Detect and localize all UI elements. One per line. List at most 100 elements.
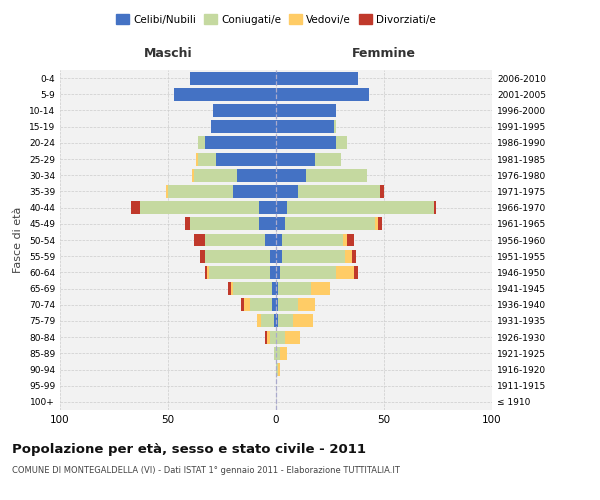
Bar xyxy=(269,266,276,279)
Y-axis label: Fasce di età: Fasce di età xyxy=(13,207,23,273)
Bar xyxy=(276,88,369,101)
Text: COMUNE DI MONTEGALDELLA (VI) - Dati ISTAT 1° gennaio 2011 - Elaborazione TUTTITA: COMUNE DI MONTEGALDELLA (VI) - Dati ISTA… xyxy=(12,466,400,475)
Bar xyxy=(334,120,337,133)
Bar xyxy=(230,282,233,295)
Bar xyxy=(272,298,276,311)
Text: Femmine: Femmine xyxy=(352,48,416,60)
Bar xyxy=(198,152,215,166)
Bar xyxy=(190,72,276,85)
Bar xyxy=(185,218,190,230)
Bar xyxy=(276,72,358,85)
Bar xyxy=(198,136,205,149)
Bar xyxy=(241,298,244,311)
Bar xyxy=(233,282,272,295)
Bar xyxy=(337,136,347,149)
Bar xyxy=(265,234,276,246)
Bar xyxy=(276,282,278,295)
Bar xyxy=(345,250,352,262)
Bar xyxy=(306,169,367,181)
Bar xyxy=(209,266,269,279)
Bar xyxy=(205,250,269,262)
Bar xyxy=(276,136,337,149)
Bar xyxy=(276,169,306,181)
Bar xyxy=(315,152,341,166)
Bar xyxy=(131,201,140,214)
Bar xyxy=(250,298,272,311)
Bar xyxy=(175,88,276,101)
Bar xyxy=(205,234,265,246)
Bar xyxy=(276,347,280,360)
Legend: Celibi/Nubili, Coniugati/e, Vedovi/e, Divorziati/e: Celibi/Nubili, Coniugati/e, Vedovi/e, Di… xyxy=(112,10,440,29)
Bar xyxy=(214,104,276,117)
Bar xyxy=(200,250,205,262)
Bar xyxy=(276,201,287,214)
Bar xyxy=(259,201,276,214)
Bar xyxy=(261,314,274,328)
Bar xyxy=(278,363,280,376)
Text: Popolazione per età, sesso e stato civile - 2011: Popolazione per età, sesso e stato civil… xyxy=(12,442,366,456)
Bar xyxy=(190,218,259,230)
Bar xyxy=(269,250,276,262)
Bar xyxy=(434,201,436,214)
Bar xyxy=(237,169,276,181)
Bar xyxy=(269,330,276,344)
Bar xyxy=(337,266,354,279)
Bar xyxy=(168,185,233,198)
Bar xyxy=(284,330,300,344)
Bar xyxy=(276,234,283,246)
Bar xyxy=(259,218,276,230)
Bar xyxy=(274,314,276,328)
Bar xyxy=(194,234,205,246)
Bar xyxy=(278,314,293,328)
Bar xyxy=(244,298,250,311)
Bar xyxy=(278,298,298,311)
Bar xyxy=(215,152,276,166)
Bar xyxy=(276,185,298,198)
Bar xyxy=(377,218,382,230)
Bar xyxy=(283,250,345,262)
Bar xyxy=(354,266,358,279)
Bar xyxy=(276,266,280,279)
Bar xyxy=(298,185,380,198)
Bar xyxy=(272,282,276,295)
Bar xyxy=(276,120,334,133)
Bar xyxy=(229,282,230,295)
Bar xyxy=(276,298,278,311)
Bar xyxy=(207,266,209,279)
Bar xyxy=(140,201,259,214)
Bar xyxy=(211,120,276,133)
Bar xyxy=(192,169,194,181)
Bar xyxy=(276,363,278,376)
Bar xyxy=(196,152,198,166)
Bar xyxy=(205,136,276,149)
Bar xyxy=(265,330,268,344)
Bar xyxy=(352,250,356,262)
Bar xyxy=(287,201,434,214)
Bar xyxy=(298,298,315,311)
Bar xyxy=(343,234,347,246)
Bar xyxy=(166,185,168,198)
Bar xyxy=(276,104,337,117)
Bar xyxy=(376,218,377,230)
Bar xyxy=(276,314,278,328)
Bar xyxy=(280,266,337,279)
Bar xyxy=(276,330,284,344)
Bar xyxy=(278,282,311,295)
Bar xyxy=(311,282,330,295)
Bar xyxy=(280,347,287,360)
Bar xyxy=(276,152,315,166)
Bar xyxy=(233,185,276,198)
Bar xyxy=(276,250,283,262)
Bar xyxy=(284,218,376,230)
Bar xyxy=(293,314,313,328)
Bar xyxy=(347,234,354,246)
Bar xyxy=(283,234,343,246)
Bar xyxy=(257,314,261,328)
Bar xyxy=(380,185,384,198)
Bar xyxy=(276,218,284,230)
Bar xyxy=(268,330,269,344)
Bar xyxy=(194,169,237,181)
Bar xyxy=(274,347,276,360)
Bar xyxy=(205,266,207,279)
Text: Maschi: Maschi xyxy=(143,48,193,60)
